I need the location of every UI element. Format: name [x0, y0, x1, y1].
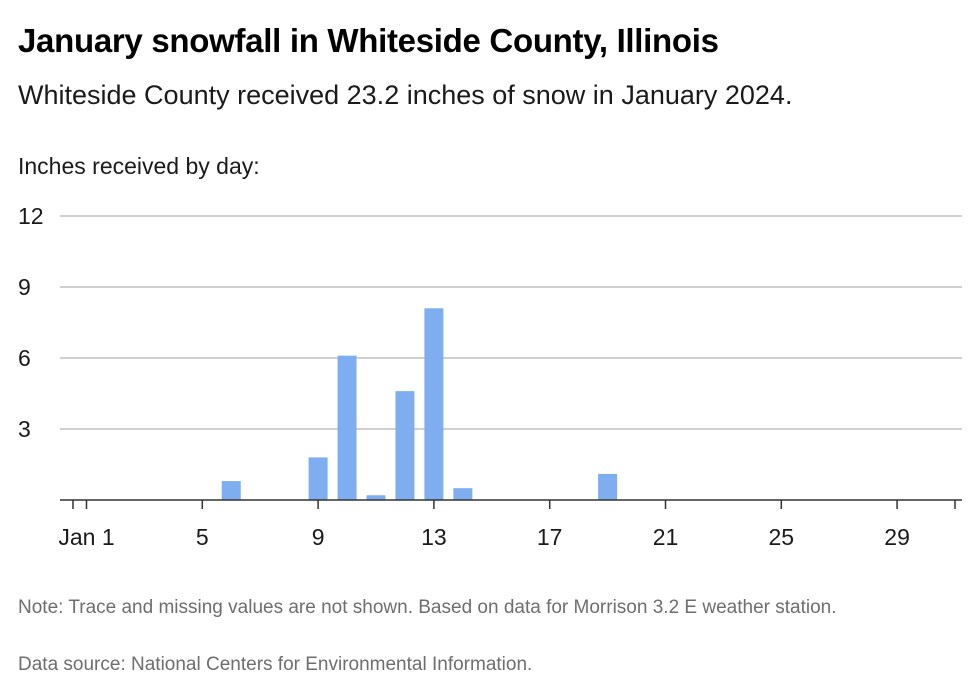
data-source: Data source: National Centers for Enviro… [18, 654, 533, 675]
y-tick-label: 3 [18, 416, 31, 442]
x-tick-label: 21 [653, 524, 679, 550]
x-tick-label: 25 [769, 524, 795, 550]
bar-jan-11 [366, 495, 386, 500]
bar-jan-14 [453, 488, 473, 500]
chart-note: Note: Trace and missing values are not s… [18, 597, 837, 618]
y-axis-label: Inches received by day: [18, 153, 260, 179]
bar-jan-9 [308, 457, 328, 500]
y-tick-label: 12 [18, 203, 44, 229]
x-tick-label: 9 [312, 524, 325, 550]
bar-jan-13 [424, 308, 444, 500]
x-tick-label: 13 [421, 524, 447, 550]
chart-subtitle: Whiteside County received 23.2 inches of… [18, 80, 793, 110]
y-tick-label: 9 [18, 274, 31, 300]
snowfall-bar-chart: 3 6 9 12 Jan 1 5 9 13 17 21 25 29 [18, 203, 962, 550]
bar-jan-19 [598, 473, 618, 500]
x-tick-label: Jan 1 [58, 524, 114, 550]
bar-jan-10 [337, 355, 357, 500]
chart-title: January snowfall in Whiteside County, Il… [18, 22, 719, 59]
x-tick-label: 17 [537, 524, 563, 550]
x-tick-label: 5 [196, 524, 209, 550]
x-tick-label: 29 [884, 524, 910, 550]
y-tick-label: 6 [18, 345, 31, 371]
bar-jan-6 [221, 481, 241, 500]
bar-jan-12 [395, 391, 415, 500]
